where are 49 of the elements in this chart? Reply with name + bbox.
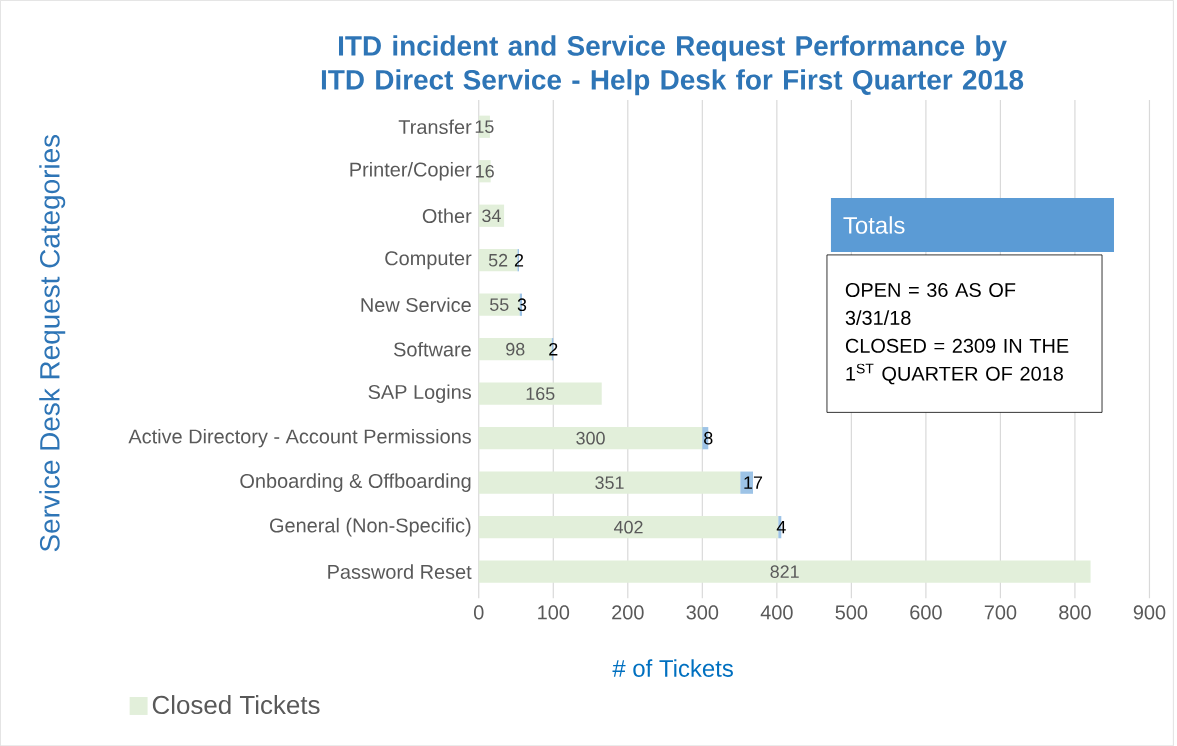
data-label: 300: [576, 431, 605, 445]
x-tick-label: 300: [686, 605, 719, 620]
data-label: 55: [489, 298, 509, 311]
x-tick-label: 900: [1133, 605, 1166, 620]
bar: [478, 382, 602, 405]
x-tick-label: 800: [1059, 605, 1091, 620]
data-label: 351: [595, 476, 624, 489]
x-axis-title: # of Tickets: [612, 659, 733, 677]
x-tick-label: 500: [835, 605, 868, 620]
y-tick-label: Software: [393, 341, 471, 357]
data-label: 8: [704, 431, 713, 445]
y-tick-label: Computer: [385, 251, 472, 270]
data-label: 402: [613, 520, 643, 534]
bar: [478, 471, 741, 494]
x-tick-label: 600: [910, 605, 942, 620]
data-label: 4: [776, 520, 786, 534]
bar: [478, 426, 703, 450]
y-tick-label: Printer/Copier: [350, 161, 472, 181]
x-tick-label: 200: [612, 605, 644, 620]
y-tick-label: Other: [422, 208, 472, 223]
data-label: 17: [744, 476, 763, 489]
y-tick-label: New Service: [361, 297, 471, 312]
legend-label: Closed Tickets: [152, 694, 320, 715]
y-tick-label: Transfer: [398, 119, 472, 134]
chart-title: ITD incident and Service Request Performance by ITD Direct Service - Help Desk for First Quarter 2018: [321, 35, 1024, 96]
y-tick-label: SAP Logins: [368, 384, 471, 403]
annotation: OPEN = 36 AS OF 3/31/18: [845, 282, 1016, 325]
annotation: CLOSED = 2309 IN THE 1$^{ST}$ QUARTER OF 2018: [845, 338, 1069, 385]
x-tick-label: 0: [473, 605, 484, 620]
data-label: 2: [514, 253, 524, 267]
y-axis-title: Service Desk Request Categories: [39, 134, 66, 552]
data-label: 52: [488, 253, 508, 267]
x-tick-label: 100: [538, 605, 570, 620]
data-label: 98: [506, 342, 525, 356]
data-label: 821: [770, 565, 799, 578]
annotation: Totals: [843, 216, 905, 234]
bar: [478, 560, 1091, 583]
data-label: 165: [526, 387, 555, 400]
data-label: 16: [476, 164, 494, 178]
y-tick-label: General (Non-Specific): [270, 517, 471, 537]
x-tick-label: 700: [984, 605, 1017, 620]
data-label: 2: [549, 342, 558, 356]
y-tick-label: Active Directory - Account Permissions: [128, 428, 471, 448]
data-label: 3: [517, 298, 527, 311]
data-label: 15: [475, 120, 494, 133]
data-label: 34: [482, 209, 501, 222]
x-tick-label: 400: [760, 605, 793, 620]
y-tick-label: Onboarding & Offboarding: [240, 473, 471, 492]
y-tick-label: Password Reset: [328, 564, 472, 579]
